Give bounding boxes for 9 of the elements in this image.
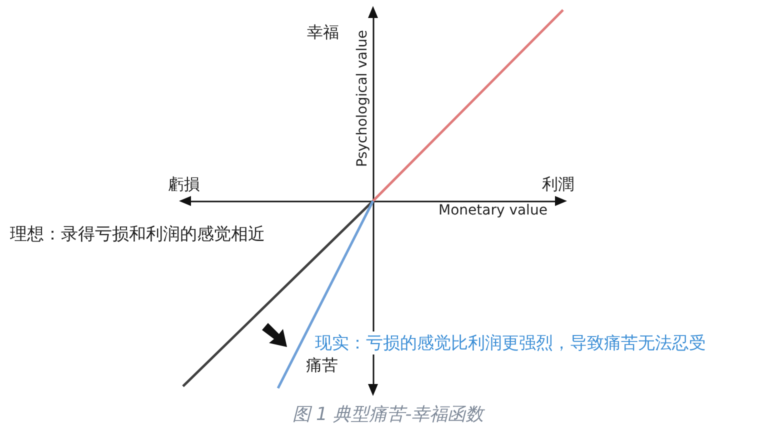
x-axis-title: Monetary value — [438, 202, 548, 218]
annotation: 幸福 — [307, 22, 339, 44]
text: 图 1 典型痛苦-幸福函数 — [292, 403, 484, 426]
annotation: 利潤 — [542, 174, 574, 196]
annotation: 现实：亏损的感觉比利润更强烈，导致痛苦无法忍受 — [315, 332, 706, 354]
y-axis-title: Psychological value — [354, 30, 370, 167]
annotation: 虧損 — [168, 174, 200, 196]
annotation: 痛苦 — [306, 356, 338, 376]
annotation: 理想：录得亏损和利润的感觉相近 — [10, 224, 265, 246]
